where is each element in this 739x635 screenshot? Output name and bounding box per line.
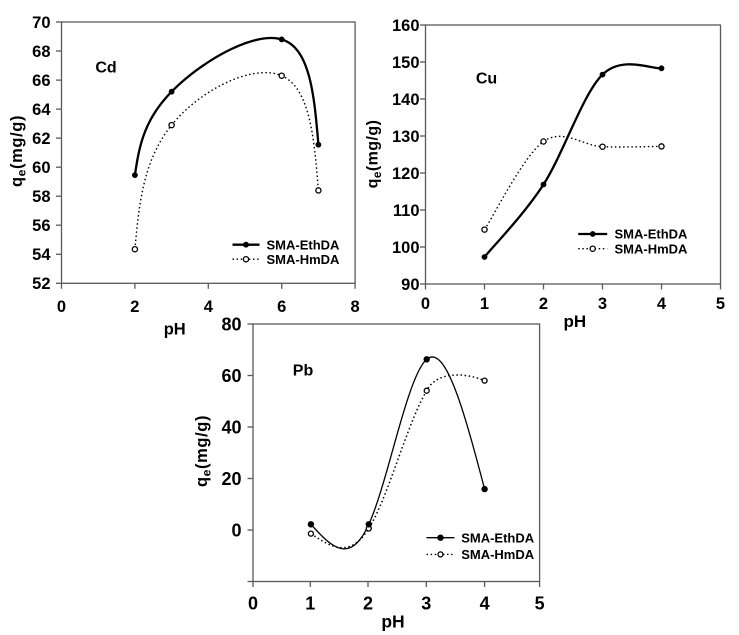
svg-text:1: 1 [480, 295, 489, 313]
svg-text:6: 6 [277, 298, 286, 316]
svg-text:0: 0 [57, 298, 66, 316]
svg-text:3: 3 [598, 295, 607, 313]
svg-text:0: 0 [248, 594, 258, 614]
svg-text:SMA-HmDA: SMA-HmDA [461, 547, 535, 562]
svg-text:160: 160 [392, 17, 420, 35]
svg-text:5: 5 [535, 594, 545, 614]
svg-text:SMA-EthDA: SMA-EthDA [267, 237, 341, 252]
svg-text:0: 0 [421, 295, 430, 313]
svg-text:qe(mg/g): qe(mg/g) [8, 115, 29, 187]
svg-text:4: 4 [480, 594, 490, 614]
svg-text:80: 80 [221, 315, 241, 335]
svg-text:SMA-EthDA: SMA-EthDA [461, 530, 535, 545]
svg-text:62: 62 [32, 130, 50, 148]
svg-text:100: 100 [392, 239, 420, 257]
svg-text:3: 3 [421, 594, 431, 614]
svg-text:0: 0 [231, 521, 241, 541]
svg-text:130: 130 [392, 128, 420, 146]
svg-text:68: 68 [32, 43, 50, 61]
svg-text:Cd: Cd [95, 60, 116, 77]
svg-text:SMA-HmDA: SMA-HmDA [267, 252, 341, 267]
svg-text:Cu: Cu [476, 71, 497, 88]
svg-text:qe(mg/g): qe(mg/g) [193, 415, 214, 487]
svg-text:54: 54 [32, 246, 51, 264]
svg-text:qe(mg/g): qe(mg/g) [365, 120, 385, 189]
svg-text:20: 20 [221, 469, 241, 489]
svg-text:pH: pH [164, 321, 186, 339]
svg-text:56: 56 [32, 217, 50, 235]
svg-text:4: 4 [204, 298, 214, 316]
svg-text:110: 110 [393, 202, 420, 220]
svg-text:40: 40 [221, 418, 241, 438]
svg-text:66: 66 [32, 72, 50, 90]
svg-text:2: 2 [539, 295, 548, 313]
svg-text:90: 90 [401, 276, 419, 294]
svg-text:150: 150 [392, 54, 420, 72]
svg-text:140: 140 [392, 91, 420, 109]
svg-text:120: 120 [392, 165, 420, 183]
svg-text:SMA-HmDA: SMA-HmDA [615, 241, 689, 256]
svg-text:pH: pH [563, 312, 586, 331]
svg-text:SMA-EthDA: SMA-EthDA [615, 227, 689, 242]
svg-text:60: 60 [32, 159, 50, 177]
svg-text:4: 4 [657, 295, 667, 313]
svg-text:60: 60 [221, 366, 241, 386]
svg-text:5: 5 [716, 295, 725, 313]
svg-text:8: 8 [351, 298, 360, 316]
svg-text:Pb: Pb [293, 363, 314, 380]
svg-text:52: 52 [32, 275, 50, 293]
svg-text:pH: pH [381, 612, 404, 632]
svg-text:2: 2 [130, 298, 139, 316]
svg-text:58: 58 [32, 188, 50, 206]
svg-text:2: 2 [363, 594, 373, 614]
svg-text:1: 1 [305, 594, 315, 614]
svg-text:70: 70 [32, 14, 50, 32]
svg-text:64: 64 [32, 101, 51, 119]
